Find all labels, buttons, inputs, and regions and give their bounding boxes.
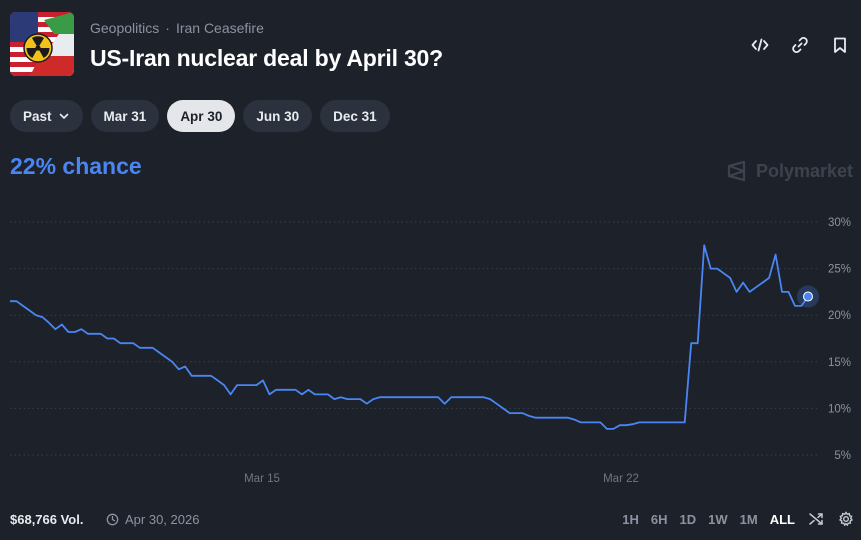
pill-jun-30[interactable]: Jun 30 [243,100,313,132]
range-1d[interactable]: 1D [679,511,697,527]
current-value-dot [803,291,813,302]
y-tick-label: 15% [828,357,851,369]
range-1h[interactable]: 1H [622,511,639,527]
link-icon [792,37,808,53]
pill-apr-30[interactable]: Apr 30 [167,100,236,132]
range-all[interactable]: ALL [769,511,795,527]
volume-label: $68,766 Vol. [10,512,84,527]
embed-icon [751,38,769,52]
chevron-down-icon [59,113,68,119]
y-tick-label: 25% [828,264,851,276]
shuffle-icon [809,513,823,525]
past-label: Past [23,108,52,124]
price-chart[interactable]: 30% 25% 20% 15% 10% 5% Mar 15 Mar 22 [0,200,861,500]
clock-icon [106,513,119,526]
range-selector: 1H 6H 1D 1W 1M ALL [622,510,855,528]
market-title: US-Iran nuclear deal by April 30? [90,45,443,71]
past-dropdown[interactable]: Past [10,100,83,132]
chart-footer: $68,766 Vol. Apr 30, 2026 1H 6H 1D 1W 1M… [10,510,855,530]
gear-icon [838,511,854,527]
breadcrumb-category[interactable]: Geopolitics [90,20,160,36]
polymarket-logo-icon [727,160,746,182]
embed-button[interactable] [749,34,771,56]
shuffle-button[interactable] [807,510,825,528]
y-tick-label: 5% [834,450,851,462]
y-tick-label: 10% [828,403,851,415]
breadcrumb: Geopolitics · Iran Ceasefire [90,20,264,36]
bookmark-icon [834,37,846,53]
probability-line [10,244,809,430]
end-date: Apr 30, 2026 [106,512,199,527]
settings-button[interactable] [837,510,855,528]
watermark-text: Polymarket [756,160,854,181]
y-tick-label: 30% [828,217,851,229]
pill-dec-31[interactable]: Dec 31 [320,100,390,132]
chance-label: 22% chance [10,153,142,179]
date-pills: Past Mar 31 Apr 30 Jun 30 Dec 31 [10,100,390,132]
polymarket-watermark: Polymarket [726,160,853,182]
market-header: Geopolitics · Iran Ceasefire US-Iran nucle… [10,12,851,76]
breadcrumb-event[interactable]: Iran Ceasefire [175,20,264,36]
market-image [10,12,74,76]
x-tick-label: Mar 22 [603,473,639,485]
y-tick-label: 20% [828,310,851,322]
breadcrumb-separator: · [165,20,170,36]
range-1m[interactable]: 1M [739,511,758,527]
bookmark-button[interactable] [829,34,851,56]
pill-mar-31[interactable]: Mar 31 [90,100,160,132]
range-6h[interactable]: 6H [650,511,668,527]
copy-link-button[interactable] [789,34,811,56]
end-date-text: Apr 30, 2026 [125,512,200,527]
header-actions [749,34,851,56]
range-1w[interactable]: 1W [708,511,728,527]
x-tick-label: Mar 15 [244,473,280,485]
